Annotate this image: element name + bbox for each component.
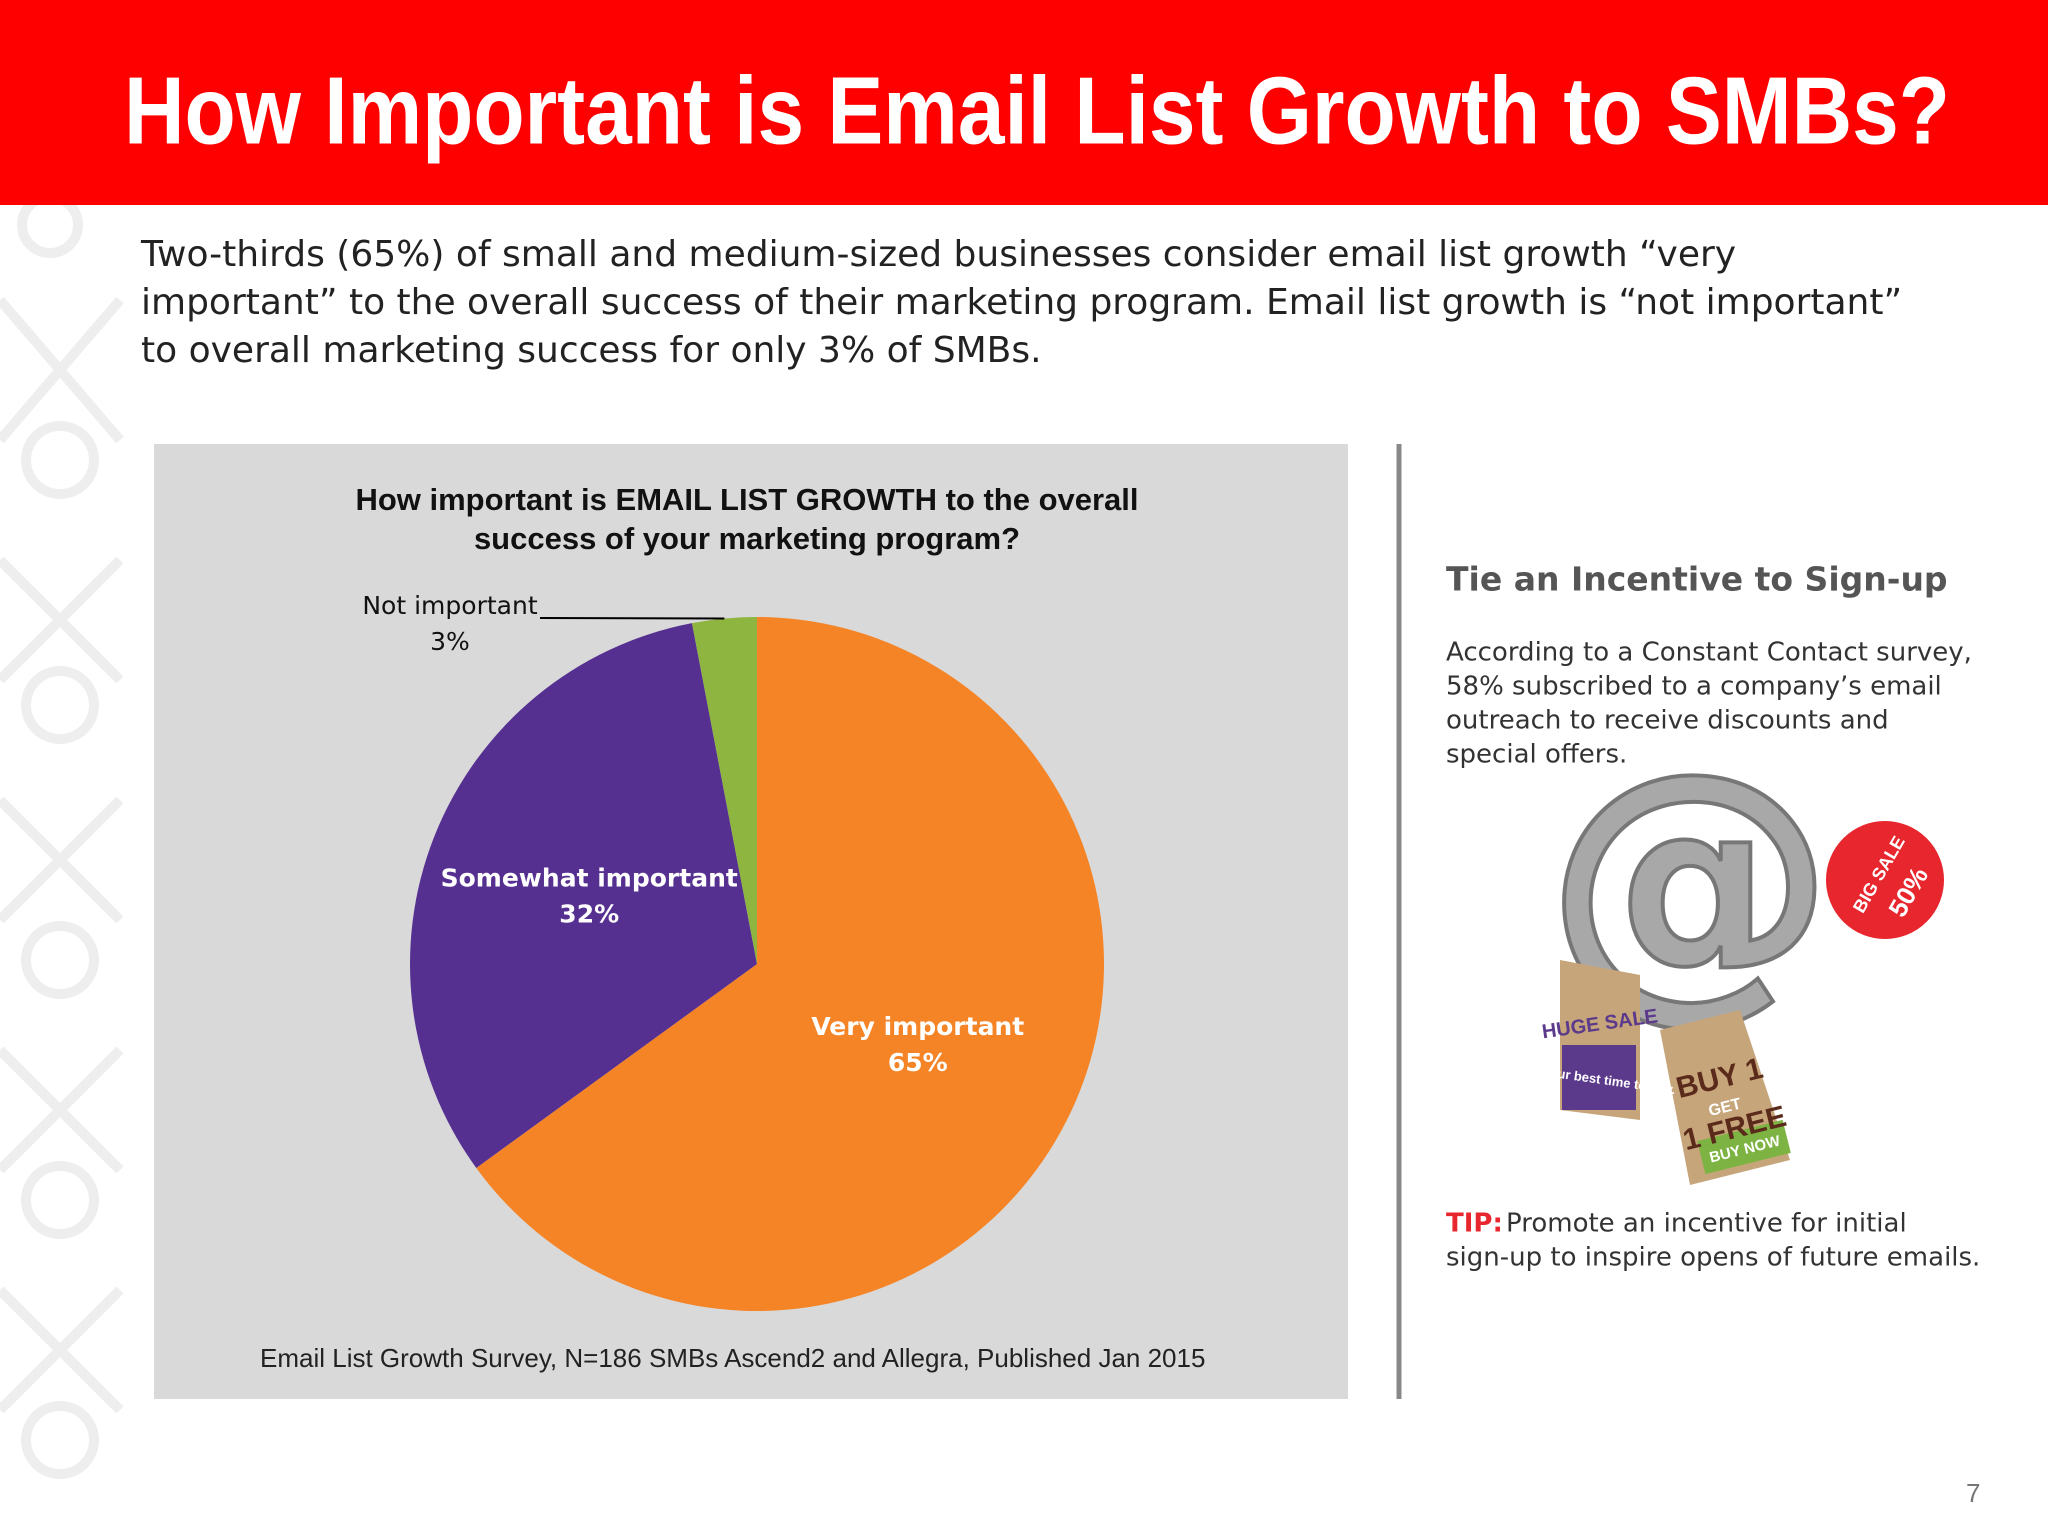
body-text: Two-thirds (65%) of small and medium-siz… xyxy=(140,234,1736,275)
chart-title: How important is EMAIL LIST GROWTH to th… xyxy=(355,482,1139,556)
sidebar-text: According to a Constant Contact survey, xyxy=(1446,638,1972,668)
sidebar-text: 58% subscribed to a company’s email xyxy=(1446,672,1942,702)
svg-text:@: @ xyxy=(1545,711,1835,1048)
slice-label: Not important xyxy=(362,591,537,620)
pie-slice xyxy=(476,617,1105,1312)
slide-title: How Important is Email List Growth to SM… xyxy=(124,57,1950,164)
pie-slice xyxy=(691,617,757,964)
title-band xyxy=(0,0,2048,205)
body-text: to overall marketing success for only 3%… xyxy=(141,330,1042,371)
illustration: @ xyxy=(1543,709,1950,1185)
slice-label: Very important xyxy=(811,1012,1024,1041)
sidebar-heading: Tie an Incentive to Sign-up xyxy=(1446,560,1948,599)
source-note: Email List Growth Survey, N=186 SMBs Asc… xyxy=(260,1343,1205,1373)
slice-label: Somewhat important xyxy=(441,864,738,893)
page-number: 7 xyxy=(1966,1478,1980,1508)
sidebar-text: outreach to receive discounts and xyxy=(1446,706,1889,736)
pie-slice xyxy=(410,623,757,1168)
decor-pattern xyxy=(0,192,124,1479)
tip-text: Promote an incentive for initial xyxy=(1506,1209,1907,1239)
slice-value-label: 32% xyxy=(559,900,619,929)
body-text: important” to the overall success of the… xyxy=(141,282,1902,323)
tip-label: TIP: xyxy=(1446,1209,1503,1239)
slice-value-label: 65% xyxy=(888,1048,948,1077)
tip-text: sign-up to inspire opens of future email… xyxy=(1446,1243,1980,1273)
leader-line xyxy=(539,617,725,620)
sidebar-text: special offers. xyxy=(1446,740,1627,770)
slice-value-label: 3% xyxy=(430,627,470,656)
